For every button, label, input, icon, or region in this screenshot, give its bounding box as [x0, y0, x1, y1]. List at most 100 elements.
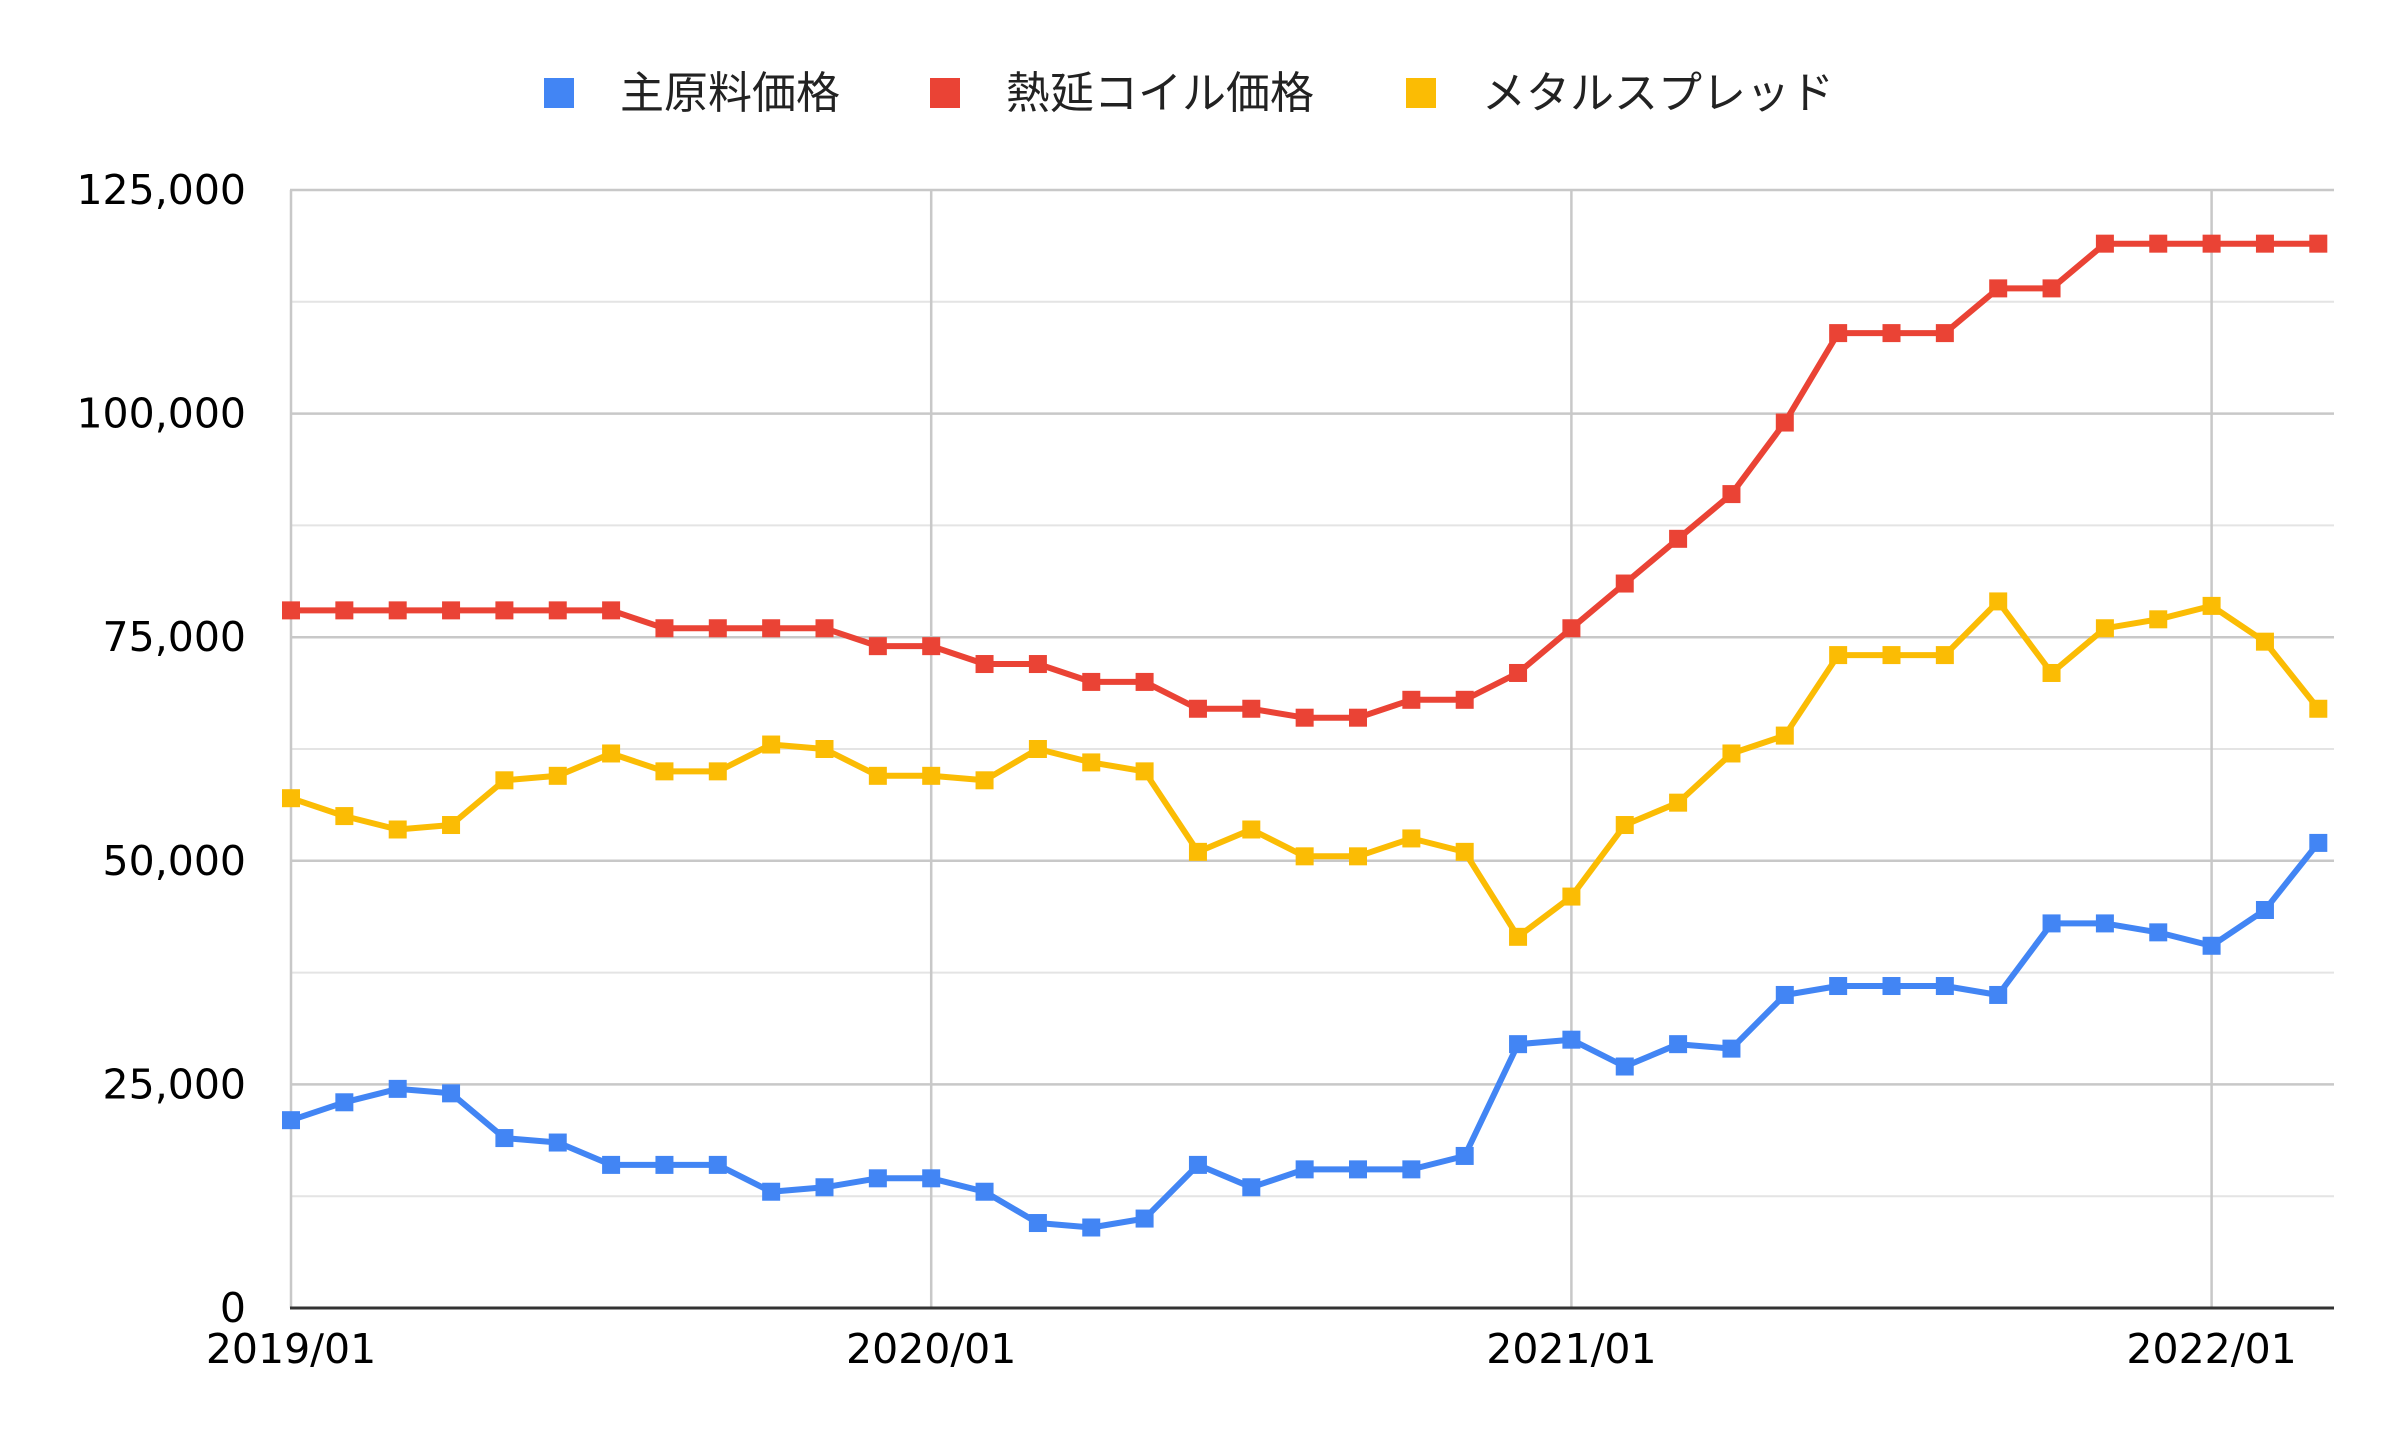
data-point	[282, 601, 300, 620]
data-point	[815, 740, 834, 758]
legend: 主原料価格 熱延コイル価格 メタルスプレッド	[544, 68, 1834, 119]
y-tick-label: 100,000	[76, 390, 246, 438]
data-point	[1455, 690, 1474, 709]
data-point	[1829, 324, 1848, 343]
data-point	[708, 762, 727, 781]
data-point	[1669, 793, 1688, 812]
series-line	[288, 598, 2322, 940]
data-point	[1188, 1155, 1207, 1174]
data-point	[1028, 1214, 1047, 1233]
data-point	[548, 766, 567, 785]
data-point	[2309, 699, 2328, 718]
data-point	[1829, 646, 1848, 665]
legend-swatch	[544, 78, 574, 108]
data-point	[1615, 816, 1634, 835]
data-point	[602, 744, 621, 763]
data-point	[1455, 842, 1474, 861]
y-tick-label: 75,000	[103, 613, 246, 661]
data-point	[655, 1155, 674, 1174]
data-point	[282, 1111, 300, 1130]
y-tick-label: 0	[220, 1284, 246, 1332]
y-tick-label: 125,000	[76, 166, 246, 214]
data-point	[2095, 234, 2114, 253]
data-point	[2255, 900, 2274, 919]
data-point	[1295, 1160, 1314, 1179]
data-point	[1989, 592, 2008, 611]
data-point	[655, 619, 674, 638]
data-point	[282, 789, 300, 808]
data-point	[1615, 1057, 1634, 1076]
y-tick-label: 25,000	[103, 1060, 246, 1108]
legend-swatch	[1406, 78, 1436, 108]
data-point	[762, 735, 781, 754]
data-point	[1349, 708, 1367, 727]
data-point	[335, 601, 354, 620]
axes: 2019/01 2020/01 2021/01 2022/01 0 25,000 50,00…	[76, 166, 2334, 1373]
data-point	[975, 1182, 994, 1201]
data-point	[1935, 977, 1954, 996]
data-point	[1989, 985, 2008, 1004]
data-point	[922, 1169, 941, 1188]
x-tick-label: 2021/01	[1486, 1325, 1656, 1373]
data-point	[2309, 833, 2328, 852]
legend-swatch	[930, 78, 960, 108]
data-point	[2149, 923, 2168, 942]
data-point	[922, 766, 941, 785]
data-point	[442, 816, 461, 835]
data-point	[1935, 646, 1954, 665]
data-point	[1989, 279, 2008, 298]
data-point	[1615, 574, 1634, 593]
data-point	[868, 766, 887, 785]
data-point	[868, 637, 887, 656]
data-point	[1349, 1160, 1367, 1179]
data-point	[1028, 740, 1047, 758]
grid-lines	[289, 188, 2334, 1308]
data-point	[495, 771, 514, 790]
data-point	[815, 1178, 834, 1197]
data-point	[1562, 1030, 1581, 1049]
data-point	[1135, 672, 1154, 691]
y-tick-label: 50,000	[103, 837, 246, 885]
data-point	[1562, 887, 1581, 906]
legend-label: 熱延コイル価格	[1006, 68, 1314, 119]
data-point	[1188, 699, 1207, 718]
x-tick-label: 2020/01	[846, 1325, 1016, 1373]
data-point	[815, 619, 834, 638]
x-tick-label: 2019/01	[206, 1325, 376, 1373]
series-group	[282, 592, 2328, 946]
data-point	[762, 619, 781, 638]
data-point	[335, 1093, 354, 1112]
data-point	[1135, 1209, 1154, 1228]
data-point	[1402, 829, 1421, 848]
data-point	[548, 1133, 567, 1152]
data-point	[975, 771, 994, 790]
series-lines	[282, 234, 2328, 1237]
data-point	[1669, 529, 1688, 548]
data-point	[1188, 842, 1207, 861]
data-point	[1455, 1146, 1474, 1165]
data-point	[1402, 1160, 1421, 1179]
data-point	[1882, 646, 1901, 665]
legend-label: 主原料価格	[620, 68, 840, 119]
data-point	[1882, 324, 1901, 343]
series-group	[282, 833, 2328, 1237]
data-point	[495, 1129, 514, 1148]
data-point	[2042, 279, 2061, 298]
data-point	[1509, 1035, 1528, 1054]
data-point	[2255, 234, 2274, 253]
data-point	[708, 619, 727, 638]
data-point	[2042, 663, 2061, 682]
data-point	[708, 1155, 727, 1174]
data-point	[602, 601, 621, 620]
data-point	[1082, 672, 1101, 691]
data-point	[1028, 655, 1047, 674]
data-point	[2149, 610, 2168, 629]
data-point	[1775, 985, 1794, 1004]
data-point	[762, 1182, 781, 1201]
data-point	[2202, 936, 2221, 955]
data-point	[1082, 753, 1101, 772]
data-point	[388, 1079, 407, 1098]
data-point	[1402, 690, 1421, 709]
